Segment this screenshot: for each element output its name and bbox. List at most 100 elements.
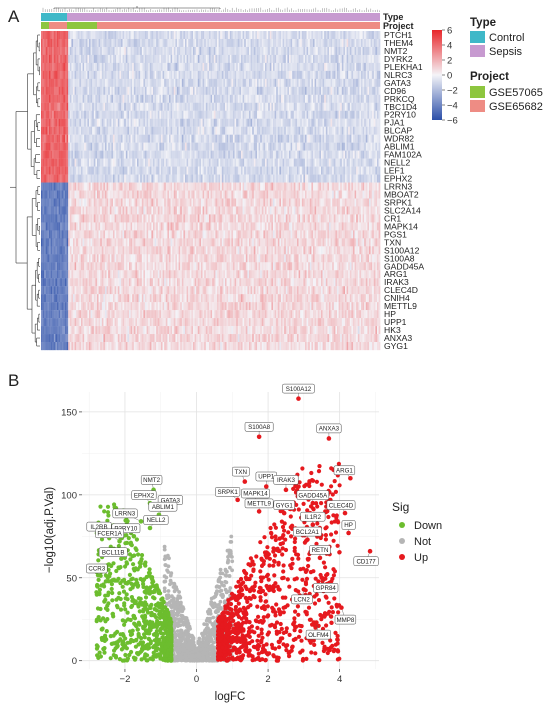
heatmap-cell xyxy=(293,158,296,167)
heatmap-cell xyxy=(247,166,250,175)
heatmap-cell xyxy=(375,190,378,199)
heatmap-cell xyxy=(196,62,198,72)
heatmap-cell xyxy=(132,158,134,167)
heatmap-cell xyxy=(167,118,170,127)
heatmap-cell xyxy=(308,174,310,183)
heatmap-cell xyxy=(141,54,144,64)
heatmap-cell xyxy=(261,86,264,95)
heatmap-cell xyxy=(284,174,286,183)
heatmap-cell xyxy=(255,31,258,40)
heatmap-cell xyxy=(108,54,110,64)
heatmap-cell xyxy=(341,110,344,119)
heatmap-cell xyxy=(225,94,227,103)
heatmap-cell xyxy=(244,182,246,191)
heatmap-cell xyxy=(325,190,328,199)
heatmap-cell xyxy=(111,102,114,111)
heatmap-cell xyxy=(122,198,125,207)
heatmap-cell xyxy=(261,134,264,143)
heatmap-cell xyxy=(124,31,126,40)
heatmap-cell xyxy=(65,190,67,199)
heatmap-cell xyxy=(85,38,88,48)
heatmap-cell xyxy=(277,54,280,64)
heatmap-cell xyxy=(101,206,104,215)
heatmap-cell xyxy=(189,198,192,207)
heatmap-cell xyxy=(258,38,261,48)
heatmap-cell xyxy=(183,78,186,87)
heatmap-cell xyxy=(178,118,181,127)
heatmap-cell xyxy=(188,70,190,80)
heatmap-cell xyxy=(377,166,379,175)
heatmap-cell xyxy=(148,70,150,80)
heatmap-cell xyxy=(281,198,283,207)
heatmap-cell xyxy=(197,126,200,135)
heatmap-cell xyxy=(217,126,219,135)
heatmap-cell xyxy=(55,158,58,167)
heatmap-cell xyxy=(148,166,150,175)
heatmap-cell xyxy=(105,54,107,64)
heatmap-cell xyxy=(375,70,378,80)
heatmap-cell xyxy=(282,126,285,135)
heatmap-cell xyxy=(252,70,254,80)
heatmap-cell xyxy=(186,142,189,151)
heatmap-cell xyxy=(213,78,216,87)
heatmap-cell xyxy=(129,198,131,207)
heatmap-cell xyxy=(154,86,157,95)
heatmap-cell xyxy=(353,102,355,111)
heatmap-cell xyxy=(375,150,378,159)
heatmap-cell xyxy=(244,86,246,95)
heatmap-cell xyxy=(273,46,275,56)
heatmap-cell xyxy=(375,86,378,95)
heatmap-cell xyxy=(378,158,381,167)
heatmap-cell xyxy=(97,31,99,40)
heatmap-cell xyxy=(261,166,264,175)
heatmap-cell xyxy=(100,158,102,167)
heatmap-cell xyxy=(42,174,45,183)
heatmap-cell xyxy=(113,38,115,48)
heatmap-cell xyxy=(247,142,250,151)
heatmap-cell xyxy=(106,174,109,183)
heatmap-cell xyxy=(340,94,342,103)
heatmap-cell xyxy=(362,86,365,95)
heatmap-cell xyxy=(268,38,270,48)
heatmap-cell xyxy=(359,31,362,40)
heatmap-cell xyxy=(137,94,139,103)
heatmap-cell xyxy=(178,198,181,207)
heatmap-cell xyxy=(111,118,114,127)
heatmap-cell xyxy=(63,150,66,159)
heatmap-cell xyxy=(103,206,106,215)
heatmap-cell xyxy=(218,190,221,199)
heatmap-cell xyxy=(349,198,352,207)
heatmap-cell xyxy=(220,46,222,56)
heatmap-cell xyxy=(233,166,235,175)
heatmap-cell xyxy=(298,38,301,48)
heatmap-cell xyxy=(303,150,306,159)
heatmap-cell xyxy=(50,174,53,183)
heatmap-cell xyxy=(356,54,358,64)
heatmap-cell xyxy=(127,198,130,207)
heatmap-cell xyxy=(289,86,291,95)
heatmap-cell xyxy=(101,54,104,64)
heatmap-cell xyxy=(260,174,262,183)
heatmap-cell xyxy=(271,158,274,167)
heatmap-cell xyxy=(285,158,288,167)
heatmap-cell xyxy=(290,70,293,80)
heatmap-cell xyxy=(298,86,301,95)
heatmap-cell xyxy=(207,158,210,167)
heatmap-cell xyxy=(209,54,211,64)
heatmap-cell xyxy=(140,126,142,135)
heatmap-cell xyxy=(55,198,58,207)
heatmap-cell xyxy=(305,142,307,151)
heatmap-cell xyxy=(146,62,149,72)
heatmap-cell xyxy=(55,46,58,56)
heatmap-cell xyxy=(329,31,331,40)
heatmap-cell xyxy=(45,134,48,143)
heatmap-cell xyxy=(209,102,211,111)
heatmap-cell xyxy=(121,190,123,199)
heatmap-cell xyxy=(105,158,107,167)
heatmap-cell xyxy=(362,62,365,72)
heatmap-cell xyxy=(113,54,115,64)
heatmap-cell xyxy=(180,190,182,199)
heatmap-cell xyxy=(348,94,350,103)
heatmap-cell xyxy=(250,54,253,64)
heatmap-cell xyxy=(71,94,74,103)
